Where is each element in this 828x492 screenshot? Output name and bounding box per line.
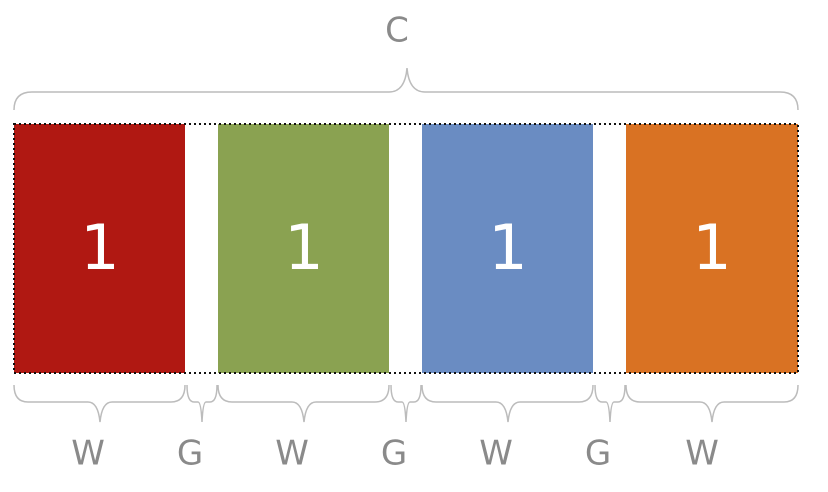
width-label-2: W bbox=[275, 434, 309, 474]
column-1 bbox=[14, 124, 185, 373]
column-4-label: 1 bbox=[692, 211, 731, 284]
gap-label-2: G bbox=[381, 434, 407, 474]
width-brace-1 bbox=[13, 384, 186, 423]
gap-brace-2 bbox=[390, 384, 422, 423]
gap-label-3: G bbox=[585, 434, 611, 474]
container-brace bbox=[13, 67, 799, 111]
width-label-1: W bbox=[71, 434, 105, 474]
column-4 bbox=[626, 124, 798, 373]
gap-brace-3 bbox=[594, 384, 626, 423]
width-brace-3 bbox=[421, 384, 594, 423]
width-brace-2 bbox=[217, 384, 390, 423]
gap-label-1: G bbox=[177, 434, 203, 474]
column-2-label: 1 bbox=[284, 211, 323, 284]
width-label-4: W bbox=[685, 434, 719, 474]
column-1-label: 1 bbox=[80, 211, 119, 284]
width-label-3: W bbox=[479, 434, 513, 474]
column-3 bbox=[422, 124, 593, 373]
container-outline bbox=[13, 123, 799, 374]
gap-brace-1 bbox=[186, 384, 218, 423]
container-label: C bbox=[385, 11, 409, 51]
bottom-braces bbox=[13, 384, 799, 423]
width-brace-4 bbox=[625, 384, 799, 423]
column-2 bbox=[218, 124, 389, 373]
column-3-label: 1 bbox=[488, 211, 527, 284]
columns-group bbox=[14, 124, 798, 373]
